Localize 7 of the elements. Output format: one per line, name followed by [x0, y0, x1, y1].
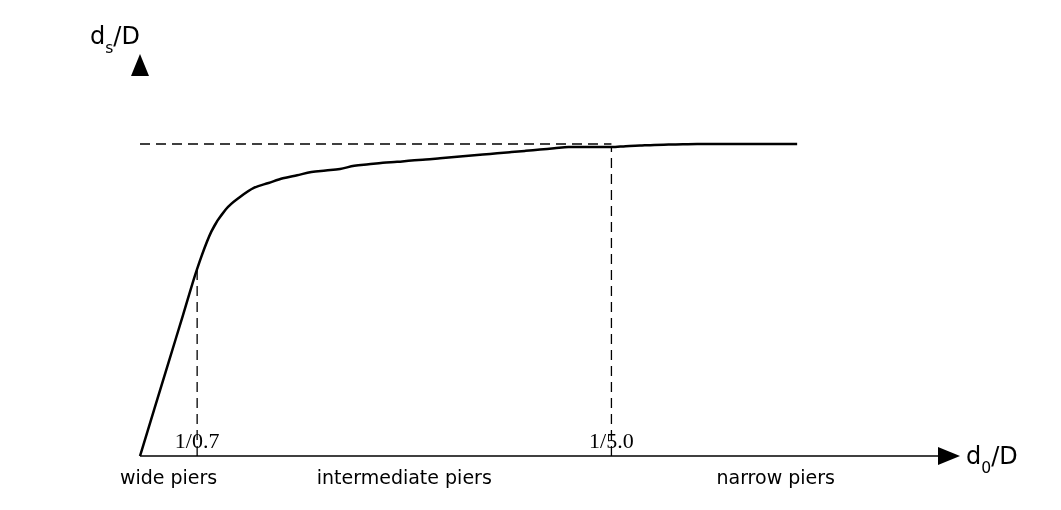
y-axis-title: d$_{s}$/D	[90, 22, 140, 57]
x-axis-title: d$_{0}$/D	[966, 442, 1018, 477]
text: intermediate piers	[316, 466, 492, 488]
text: wide piers	[119, 466, 218, 488]
x-tick-label: 1/5.0	[589, 428, 634, 453]
text: narrow piers	[716, 466, 835, 488]
x-tick-label: 1/0.7	[174, 428, 220, 453]
